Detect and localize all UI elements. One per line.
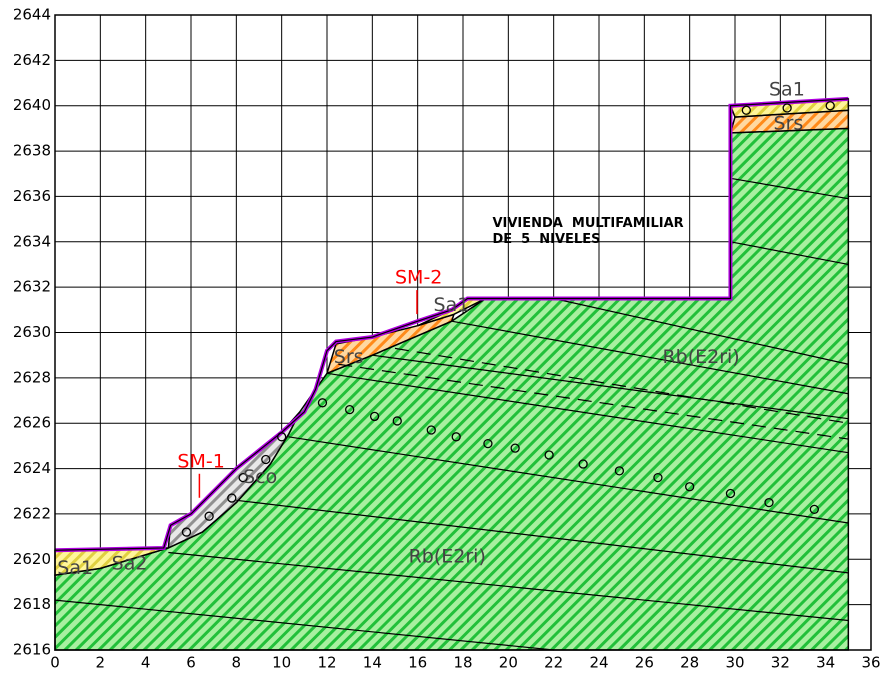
y-tick-label: 2640 <box>13 96 51 114</box>
annotation: Sa1 <box>57 557 93 579</box>
annotation: SM-1 <box>177 450 224 472</box>
annotation: Sa2 <box>112 552 148 574</box>
boulder <box>317 398 328 408</box>
strata-line <box>730 241 849 266</box>
annotation: Rb(E2ri) <box>409 546 486 568</box>
y-tick-label: 2632 <box>13 278 51 296</box>
annotation: DE 5 NIVELES <box>492 232 600 247</box>
y-tick-label: 2626 <box>13 414 51 432</box>
boulder <box>392 416 402 426</box>
boulder <box>825 101 835 111</box>
boulder <box>238 472 248 483</box>
annotation: Srs <box>334 346 364 368</box>
x-tick-label: 6 <box>186 654 196 672</box>
boulder <box>227 493 237 503</box>
x-tick-label: 2 <box>96 654 106 672</box>
boulder <box>764 497 774 508</box>
y-tick-label: 2624 <box>13 459 51 477</box>
x-tick-label: 12 <box>317 654 336 672</box>
x-tick-label: 18 <box>453 654 472 672</box>
x-tick-label: 16 <box>408 654 427 672</box>
annotation: Sa1 <box>769 78 805 100</box>
x-tick-label: 24 <box>589 654 608 672</box>
y-tick-label: 2620 <box>13 550 51 568</box>
strata-line <box>236 499 849 574</box>
boulder <box>578 459 588 469</box>
strata-dashed-line <box>338 363 849 440</box>
strata-line <box>326 372 849 454</box>
x-tick-label: 26 <box>635 654 654 672</box>
boulder <box>653 472 663 483</box>
boulder <box>685 482 695 492</box>
strata-line <box>553 297 849 365</box>
x-tick-label: 8 <box>232 654 242 672</box>
x-tick-label: 28 <box>680 654 699 672</box>
x-tick-label: 32 <box>771 654 790 672</box>
x-tick-label: 30 <box>725 654 744 672</box>
boulder <box>809 504 819 515</box>
boulder <box>451 432 461 442</box>
boulder <box>369 411 380 422</box>
strata-line <box>730 177 849 200</box>
strata-line <box>451 320 849 395</box>
boulder <box>345 404 355 415</box>
y-tick-label: 2644 <box>13 6 51 24</box>
annotation: Sco <box>243 466 277 488</box>
boulder <box>510 443 520 453</box>
y-tick-label: 2616 <box>13 641 51 659</box>
y-tick-label: 2636 <box>13 187 51 205</box>
strata-line <box>372 354 849 420</box>
annotation: Srs <box>774 112 804 134</box>
x-tick-label: 20 <box>499 654 518 672</box>
y-tick-label: 2634 <box>13 232 51 250</box>
x-tick-label: 22 <box>544 654 563 672</box>
surface-edge <box>54 98 849 551</box>
boulder <box>725 488 736 499</box>
boulder <box>261 454 271 465</box>
boulder <box>181 527 192 537</box>
y-tick-label: 2630 <box>13 323 51 341</box>
y-tick-label: 2628 <box>13 368 51 386</box>
x-tick-label: 34 <box>816 654 835 672</box>
strata-line <box>54 599 554 651</box>
boulder <box>204 511 214 521</box>
strata-line <box>168 551 849 622</box>
y-tick-label: 2622 <box>13 504 51 522</box>
x-tick-label: 10 <box>272 654 291 672</box>
boulder <box>614 466 625 476</box>
annotation: Sa1 <box>434 294 470 316</box>
strata-dashed-line <box>394 347 849 424</box>
x-tick-label: 36 <box>861 654 880 672</box>
x-tick-label: 14 <box>363 654 382 672</box>
annotation: SM-2 <box>395 267 442 289</box>
annotation: Rb(E2ri) <box>662 346 739 368</box>
y-tick-label: 2618 <box>13 595 51 613</box>
boulder <box>426 425 436 435</box>
y-tick-label: 2638 <box>13 142 51 160</box>
boulder <box>782 103 792 113</box>
annotation: VIVIENDA MULTIFAMILIAR <box>492 216 683 231</box>
boulder <box>741 105 751 115</box>
boulder <box>483 438 493 449</box>
boulder <box>544 450 554 460</box>
x-tick-label: 4 <box>141 654 151 672</box>
x-tick-label: 0 <box>50 654 60 672</box>
plot-frame <box>54 14 872 651</box>
y-tick-label: 2642 <box>13 51 51 69</box>
strata-line <box>288 436 849 524</box>
boulder <box>277 432 287 442</box>
